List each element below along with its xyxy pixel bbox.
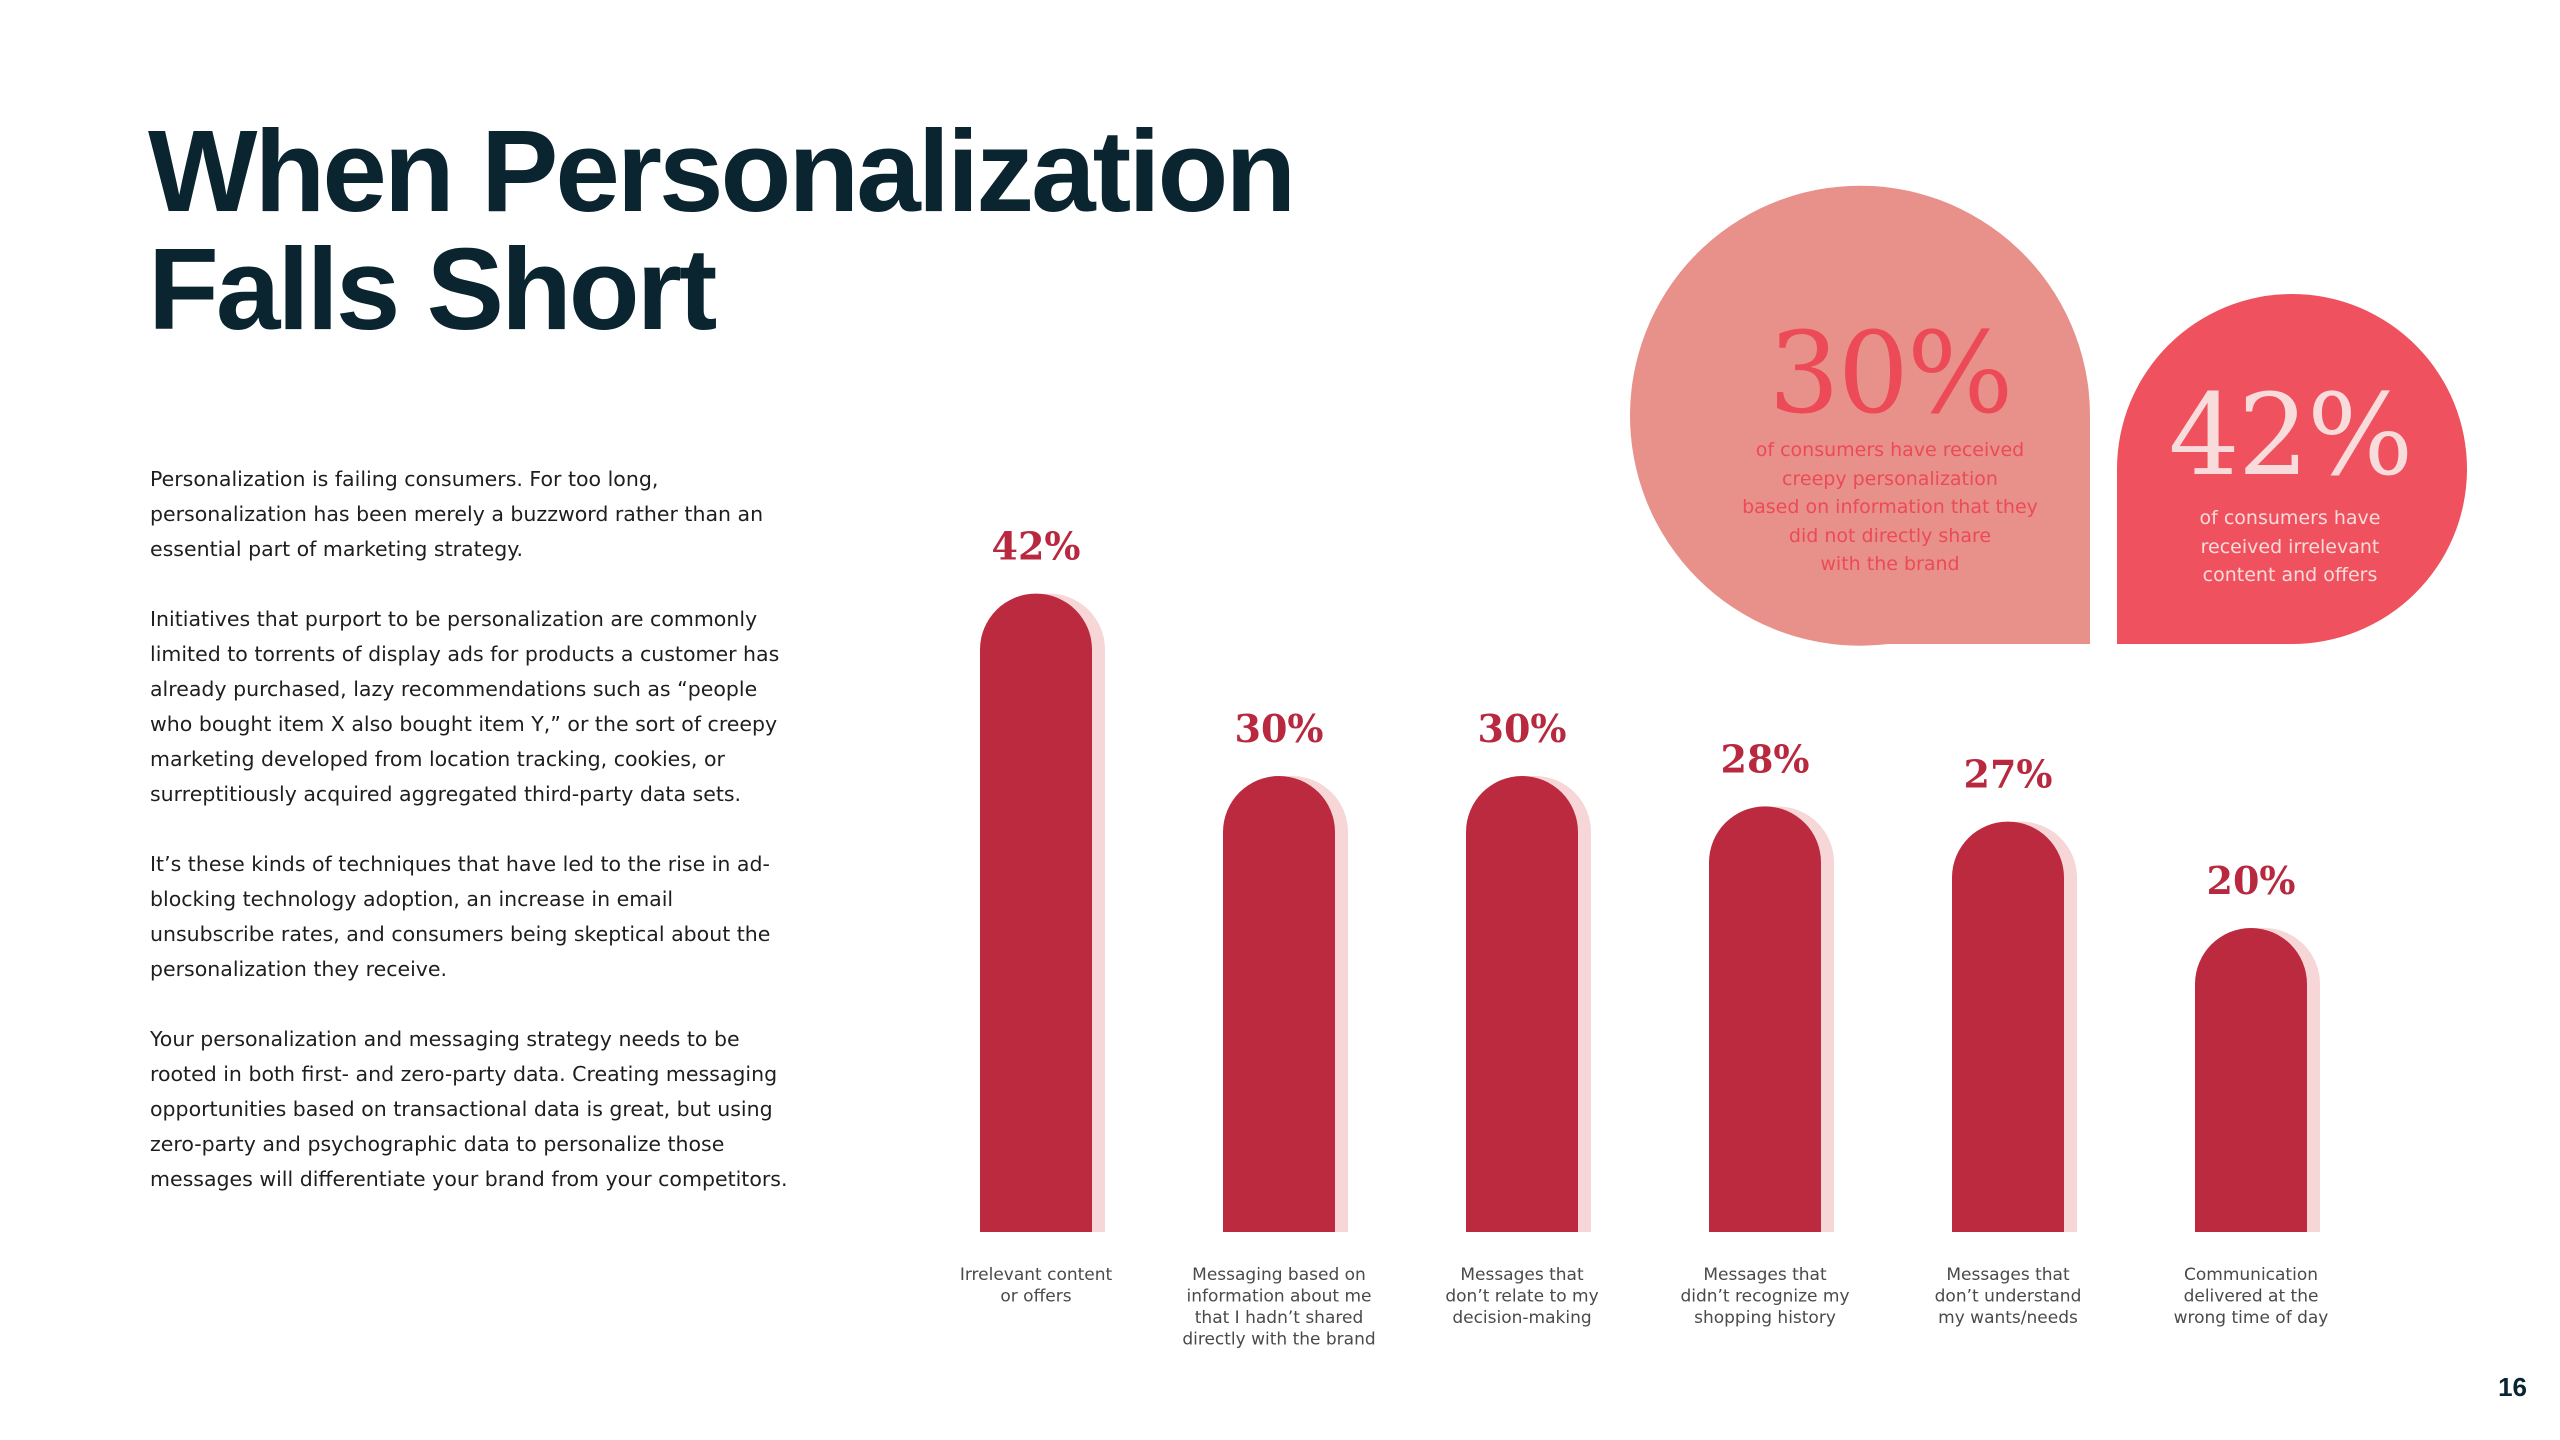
category-label: Messages that don’t understand my wants/ne… xyxy=(1935,1265,2082,1328)
callout-caption-line: creepy personalization xyxy=(1782,467,1998,490)
category-label-line: Irrelevant content xyxy=(960,1265,1113,1285)
bar xyxy=(1466,776,1578,1232)
callout-caption-line: with the brand xyxy=(1820,553,1960,575)
bar-shadow xyxy=(993,593,1105,1232)
bar xyxy=(980,593,1092,1232)
bar xyxy=(1223,776,1335,1232)
body-paragraph-2: Initiatives that purport to be personali… xyxy=(150,607,780,806)
bar-shadow xyxy=(1722,806,1834,1232)
category-label-line: don’t understand xyxy=(1935,1287,2082,1307)
bar-value-label: 28% xyxy=(1721,736,1810,781)
bar-value-label: 42% xyxy=(992,524,1081,569)
category-label: Messages that didn’t recognize my shopping… xyxy=(1680,1265,1849,1328)
body-paragraph-1: Personalization is failing consumers. Fo… xyxy=(150,467,764,561)
callout-caption-line: received irrelevant xyxy=(2200,535,2380,558)
bar xyxy=(1709,806,1822,1232)
category-label: Irrelevant content or offers xyxy=(960,1265,1113,1307)
page-title: When Personalization Falls Short xyxy=(148,106,1296,354)
category-label-line: Messaging based on xyxy=(1192,1265,1366,1285)
category-label-line: delivered at the xyxy=(2184,1287,2319,1307)
category-label-line: wrong time of day xyxy=(2174,1308,2329,1328)
bar-shadow xyxy=(1965,821,2077,1232)
category-label: Communication delivered at the wrong time … xyxy=(2174,1265,2329,1328)
bar-value-label: 27% xyxy=(1964,752,2053,797)
callout-caption-line: of consumers have received xyxy=(1755,439,2025,461)
category-label-line: Messages that xyxy=(1946,1265,2070,1285)
callout-caption-line: content and offers xyxy=(2202,564,2378,586)
title-line-1: When Personalization xyxy=(148,106,1296,236)
category-label-line: didn’t recognize my xyxy=(1680,1287,1849,1307)
category-label: Messaging based on information about me th… xyxy=(1182,1265,1375,1350)
bar-value-label: 30% xyxy=(1235,706,1324,751)
category-label-line: my wants/needs xyxy=(1938,1308,2078,1328)
body-paragraph-3: It’s these kinds of techniques that have… xyxy=(150,852,771,981)
callout-caption-line: of consumers have xyxy=(2199,507,2381,529)
callout-caption-line: based on information that they xyxy=(1742,496,2038,518)
body-text: Personalization is failing consumers. Fo… xyxy=(150,462,790,1232)
title-line-2: Falls Short xyxy=(148,224,717,354)
category-label: Messages that don’t relate to my decision-… xyxy=(1445,1265,1598,1328)
category-label-line: directly with the brand xyxy=(1182,1330,1375,1350)
body-paragraph-4: Your personalization and messaging strat… xyxy=(150,1027,788,1191)
callout-caption-irrelevant: of consumers have received irrelevant co… xyxy=(2120,504,2460,590)
category-label-line: Messages that xyxy=(1460,1265,1584,1285)
category-label-line: don’t relate to my xyxy=(1445,1287,1598,1307)
category-label-line: shopping history xyxy=(1694,1308,1836,1328)
category-label-line: decision-making xyxy=(1452,1308,1591,1328)
category-label-line: that I hadn’t shared xyxy=(1195,1308,1364,1328)
callout-value-irrelevant: 42% xyxy=(2168,371,2414,501)
bar-shadow xyxy=(1479,776,1591,1232)
callout-caption-creepy: of consumers have received creepy person… xyxy=(1660,436,2120,579)
bar xyxy=(1952,821,2064,1232)
callout-value-creepy: 30% xyxy=(1768,309,2014,439)
bar-value-label: 30% xyxy=(1478,706,1567,751)
category-label-line: Communication xyxy=(2184,1265,2318,1285)
page-number: 16 xyxy=(2498,1372,2527,1402)
bar-value-label: 20% xyxy=(2207,858,2296,903)
category-label-line: or offers xyxy=(1000,1287,1071,1307)
category-label-line: information about me xyxy=(1187,1287,1372,1307)
bar-shadow xyxy=(2208,928,2320,1232)
bar xyxy=(2195,928,2307,1232)
callout-caption-line: did not directly share xyxy=(1788,524,1992,547)
category-label-line: Messages that xyxy=(1703,1265,1827,1285)
bar-shadow xyxy=(1236,776,1348,1232)
